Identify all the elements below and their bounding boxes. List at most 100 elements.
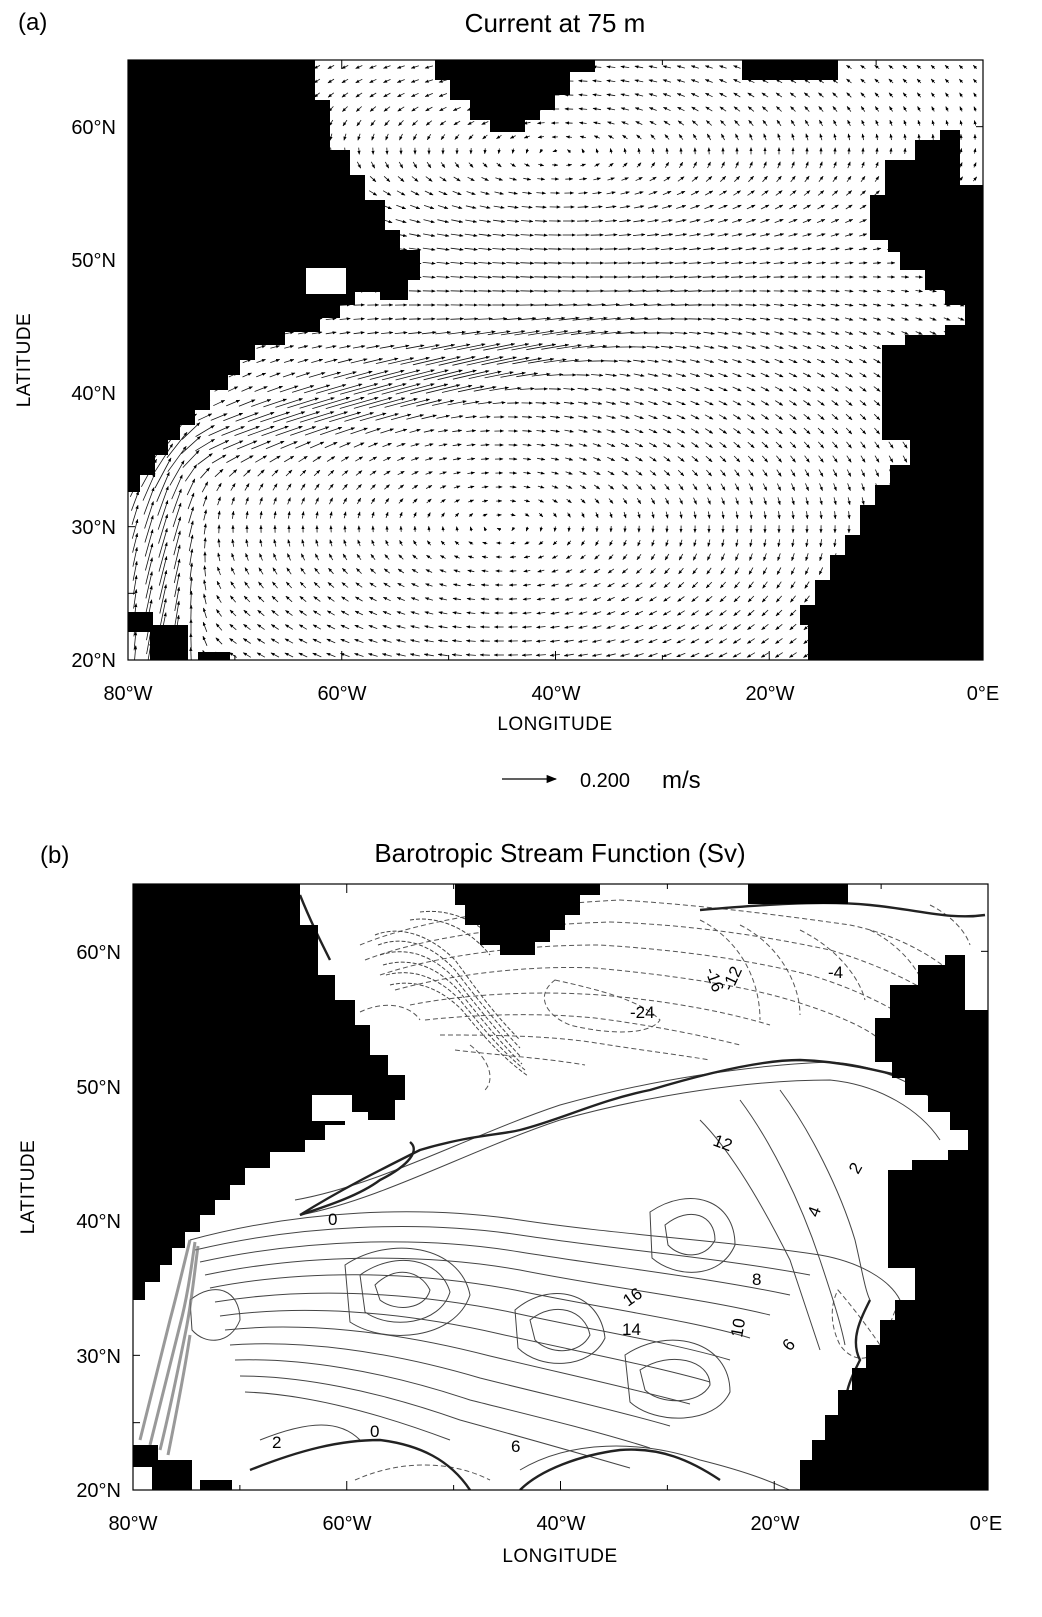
current-vector	[745, 261, 757, 265]
current-vector	[397, 92, 405, 98]
current-vector	[972, 176, 978, 182]
current-vector	[426, 133, 432, 141]
panel-b-title: Barotropic Stream Function (Sv)	[374, 838, 745, 868]
current-vector	[706, 133, 712, 141]
current-vector	[660, 261, 674, 265]
current-vector	[523, 177, 532, 181]
contour-label: -4	[828, 963, 843, 982]
current-vector	[802, 261, 813, 265]
a-ytick-40n: 40°N	[71, 383, 116, 405]
current-vector	[816, 247, 826, 251]
current-vector	[592, 79, 602, 83]
current-vector	[621, 121, 629, 125]
current-vector	[646, 261, 660, 265]
current-vector	[661, 219, 673, 223]
current-vector	[619, 205, 631, 209]
current-vector	[468, 162, 474, 168]
current-vector	[578, 107, 588, 111]
current-vector	[959, 106, 963, 112]
current-vector	[422, 261, 436, 265]
current-vector	[662, 93, 672, 97]
current-vector	[704, 65, 713, 69]
current-vector	[492, 261, 506, 265]
current-vector	[424, 93, 433, 97]
current-vector	[466, 191, 476, 195]
current-vector	[719, 92, 727, 98]
current-vector	[674, 261, 688, 265]
current-vector	[454, 134, 460, 140]
current-vector	[383, 65, 391, 69]
b-xtick-20w: 20°W	[750, 1513, 799, 1535]
current-vector	[845, 204, 853, 210]
current-vector	[535, 219, 548, 223]
current-vector	[409, 219, 421, 224]
current-vector	[705, 106, 713, 112]
current-vector	[903, 147, 907, 154]
current-vector	[676, 93, 685, 97]
current-vector	[860, 64, 866, 70]
a-xtick-80w: 80°W	[103, 683, 152, 705]
current-vector	[426, 161, 432, 169]
current-vector	[479, 219, 492, 223]
current-vector	[635, 176, 643, 182]
current-vector	[718, 204, 728, 210]
current-vector	[705, 176, 713, 182]
current-vector	[689, 247, 702, 251]
current-vector	[439, 120, 447, 126]
current-vector	[846, 190, 852, 196]
current-vector	[607, 121, 615, 125]
current-vector	[931, 133, 935, 140]
current-vector	[733, 78, 741, 84]
current-vector	[776, 119, 782, 127]
current-vector	[399, 133, 403, 141]
current-vector	[507, 219, 520, 223]
current-vector	[833, 133, 837, 141]
current-vector	[620, 191, 630, 195]
current-vector	[903, 133, 907, 140]
current-vector	[676, 205, 687, 209]
current-vector	[356, 161, 362, 169]
current-vector	[875, 133, 879, 141]
current-vector	[467, 176, 475, 182]
current-vector	[580, 163, 586, 167]
current-vector	[423, 233, 436, 238]
current-vector	[832, 106, 838, 112]
current-vector	[847, 119, 851, 127]
current-vector	[917, 119, 921, 126]
current-vector	[759, 261, 771, 265]
current-vector	[846, 175, 852, 183]
current-vector	[874, 190, 880, 196]
current-vector	[609, 148, 613, 154]
current-vector	[677, 120, 685, 126]
current-vector	[410, 79, 419, 83]
current-vector	[789, 204, 798, 210]
current-vector	[425, 176, 433, 182]
current-vector	[717, 247, 729, 251]
current-vector	[731, 233, 743, 237]
current-vector	[973, 148, 977, 154]
current-vector	[396, 190, 406, 196]
current-vector	[889, 119, 893, 126]
current-vector	[591, 219, 604, 223]
current-vector	[903, 106, 907, 112]
current-vector	[847, 133, 851, 141]
current-vector	[371, 133, 375, 141]
current-vector	[717, 233, 729, 237]
current-vector	[760, 233, 771, 237]
current-vector	[760, 219, 770, 223]
current-vector	[791, 161, 795, 169]
current-vector	[478, 261, 492, 265]
current-vector	[623, 147, 627, 154]
current-vector	[678, 161, 684, 169]
current-vector	[760, 204, 770, 210]
current-vector	[577, 205, 589, 209]
current-vector	[790, 119, 796, 127]
current-vector	[775, 92, 783, 98]
b-xtick-60w: 60°W	[322, 1513, 371, 1535]
current-vector	[355, 92, 363, 98]
current-vector	[959, 162, 963, 168]
current-vector	[578, 191, 588, 195]
current-vector	[761, 190, 769, 196]
current-vector	[830, 233, 840, 237]
b-xtick-80w: 80°W	[108, 1513, 157, 1535]
